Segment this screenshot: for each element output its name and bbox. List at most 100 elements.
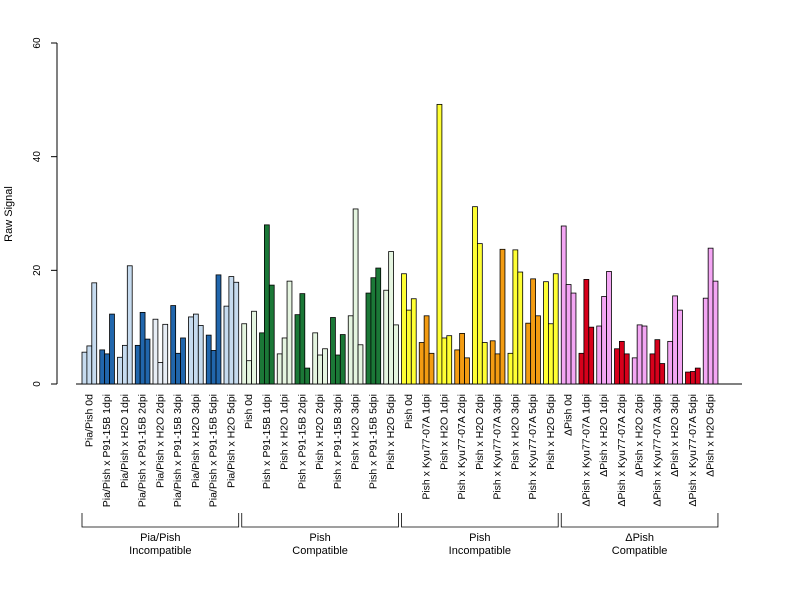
bar: [175, 352, 181, 385]
bar: [578, 352, 585, 385]
bar: [144, 338, 151, 385]
bar: [512, 249, 519, 385]
bar: [418, 342, 425, 385]
y-axis: 0 20 40 60: [32, 37, 58, 387]
group-bracket: [81, 513, 240, 528]
x-tick-label: Pish x Kyu77-07A 1dpi: [421, 394, 433, 500]
bar: [276, 353, 283, 385]
group-label-line2: Compatible: [292, 545, 348, 557]
x-tick-label: Pish x H2O 3dpi: [350, 394, 362, 470]
bar: [712, 280, 719, 385]
x-tick-label: Pia/Pish x H2O 2dpi: [154, 394, 166, 488]
y-axis-label: Raw Signal: [3, 186, 15, 242]
x-tick-label: Pish x H2O 2dpi: [474, 394, 486, 470]
bar: [259, 332, 265, 385]
x-tick-label: Pia/Pish x P91-15B 5dpi: [208, 394, 220, 507]
bar: [535, 315, 541, 385]
x-tick-label: Pish x H2O 5dpi: [545, 394, 557, 470]
bar: [268, 284, 275, 385]
bar: [401, 273, 407, 385]
bar: [210, 350, 217, 385]
bar: [122, 344, 128, 385]
x-tick-label: Pish 0d: [243, 394, 255, 429]
bar: [641, 325, 648, 385]
bar: [499, 248, 506, 385]
x-tick-label: Pish x H2O 2dpi: [314, 394, 326, 470]
x-tick-label: ΔPish x Kyu77-07A 3dpi: [651, 394, 663, 507]
bar: [446, 335, 453, 385]
bar: [126, 265, 133, 385]
x-tick-label: Pia/Pish x H2O 3dpi: [190, 394, 202, 488]
bar: [251, 310, 257, 385]
bar: [702, 297, 709, 385]
bar: [205, 334, 212, 385]
bar: [405, 309, 412, 385]
bar: [428, 352, 435, 385]
x-tick-label: Pish x H2O 5dpi: [385, 394, 397, 470]
bar: [233, 281, 240, 385]
y-tick-label: 40: [32, 151, 43, 163]
bar: [436, 103, 443, 385]
bar: [357, 344, 364, 385]
bar: [86, 345, 93, 385]
bar: [694, 367, 701, 385]
bar: [601, 296, 607, 385]
bar: [619, 340, 625, 385]
x-tick-labels: Pia/Pish 0d Pia/Pish x P91-15B 1dpi Pia/Pi…: [83, 394, 716, 507]
bar: [134, 344, 141, 385]
x-tick-label: Pish x H2O 3dpi: [509, 394, 521, 470]
bar: [117, 356, 123, 385]
x-tick-label: Pish x H2O 1dpi: [438, 394, 450, 470]
bar: [548, 323, 554, 385]
bar: [690, 371, 696, 385]
bar: [339, 334, 346, 385]
group-label-line2: Incompatible: [129, 545, 191, 557]
x-tick-label: Pish x Kyu77-07A 2dpi: [456, 394, 468, 500]
x-tick-label: Pish x Kyu77-07A 5dpi: [527, 394, 539, 500]
bar: [565, 284, 572, 385]
x-tick-label: Pia/Pish x P91-15B 3dpi: [172, 394, 184, 507]
bar: [383, 289, 390, 385]
group-label-line1: Pia/Pish: [140, 532, 180, 544]
bar: [560, 225, 567, 385]
bar: [263, 224, 270, 385]
bar: [228, 276, 235, 385]
bar: [454, 349, 461, 385]
x-tick-label: Pish x P91-15B 5dpi: [367, 394, 379, 489]
x-tick-label: Pish 0d: [403, 394, 415, 429]
bar: [570, 292, 577, 385]
group-label-line1: Pish: [469, 532, 490, 544]
bar: [614, 348, 620, 385]
x-tick-label: Pia/Pish 0d: [83, 394, 95, 447]
bar: [552, 273, 559, 385]
bar: [197, 325, 204, 385]
bar: [91, 282, 98, 385]
x-tick-label: Pish x P91-15B 2dpi: [296, 394, 308, 489]
x-tick-label: ΔPish x Kyu77-07A 2dpi: [616, 394, 628, 507]
bar: [312, 332, 319, 385]
bar: [188, 316, 194, 385]
bar: [654, 339, 661, 385]
x-tick-label: ΔPish x Kyu77-07A 5dpi: [687, 394, 699, 507]
x-tick-label: ΔPish x H2O 1dpi: [598, 394, 610, 477]
x-tick-label: Pia/Pish x H2O 1dpi: [119, 394, 131, 488]
bar: [170, 305, 177, 385]
bar: [659, 363, 666, 385]
bar: [152, 318, 159, 385]
bar: [157, 362, 164, 385]
group-label-line1: ΔPish: [625, 532, 654, 544]
group-label-line2: Compatible: [612, 545, 668, 557]
bar: [330, 317, 336, 385]
bar: [223, 305, 230, 385]
bar: [623, 353, 630, 385]
bar: [304, 367, 311, 385]
bar: [677, 309, 683, 385]
bar: [489, 340, 496, 385]
bar: [649, 353, 656, 385]
x-tick-label: ΔPish 0d: [563, 394, 575, 436]
group-bracket: [241, 513, 399, 528]
bar: [410, 298, 417, 385]
bar: [530, 278, 536, 385]
bar: [494, 353, 501, 385]
bar: [459, 333, 465, 385]
